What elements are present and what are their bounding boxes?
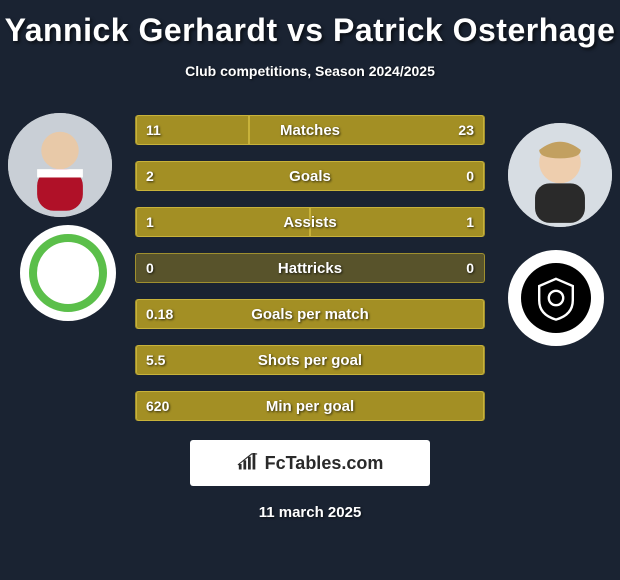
stat-bars: 11Matches232Goals01Assists10Hattricks00.… bbox=[135, 115, 485, 437]
stat-row: 11Matches23 bbox=[135, 115, 485, 145]
stat-row: 1Assists1 bbox=[135, 207, 485, 237]
stat-row: 5.5Shots per goal bbox=[135, 345, 485, 375]
player-right-avatar bbox=[508, 123, 612, 227]
stat-label: Shots per goal bbox=[136, 352, 484, 369]
brand-chart-icon bbox=[237, 453, 259, 473]
comparison-card: Yannick Gerhardt vs Patrick Osterhage Cl… bbox=[0, 0, 620, 580]
stat-row: 0.18Goals per match bbox=[135, 299, 485, 329]
stat-value-right: 23 bbox=[458, 122, 474, 138]
stat-value-right: 0 bbox=[466, 260, 474, 276]
stat-label: Matches bbox=[136, 122, 484, 139]
club-right-logo bbox=[508, 250, 604, 346]
stat-label: Min per goal bbox=[136, 398, 484, 415]
brand-text: FcTables.com bbox=[265, 453, 384, 474]
stat-value-right: 0 bbox=[466, 168, 474, 184]
club-left-logo bbox=[20, 225, 116, 321]
stat-row: 0Hattricks0 bbox=[135, 253, 485, 283]
brand-badge[interactable]: FcTables.com bbox=[190, 440, 430, 486]
stat-label: Hattricks bbox=[136, 260, 484, 277]
stat-label: Assists bbox=[136, 214, 484, 231]
stat-value-right: 1 bbox=[466, 214, 474, 230]
date-text: 11 march 2025 bbox=[0, 504, 620, 521]
wolfsburg-ring-icon bbox=[29, 234, 107, 312]
comparison-body: 11Matches232Goals01Assists10Hattricks00.… bbox=[0, 105, 620, 445]
page-title: Yannick Gerhardt vs Patrick Osterhage bbox=[0, 0, 620, 49]
player-left-avatar bbox=[8, 113, 112, 217]
subtitle: Club competitions, Season 2024/2025 bbox=[0, 63, 620, 79]
stat-label: Goals bbox=[136, 168, 484, 185]
stat-label: Goals per match bbox=[136, 306, 484, 323]
stat-row: 620Min per goal bbox=[135, 391, 485, 421]
stat-row: 2Goals0 bbox=[135, 161, 485, 191]
freiburg-shield-icon bbox=[521, 263, 591, 333]
